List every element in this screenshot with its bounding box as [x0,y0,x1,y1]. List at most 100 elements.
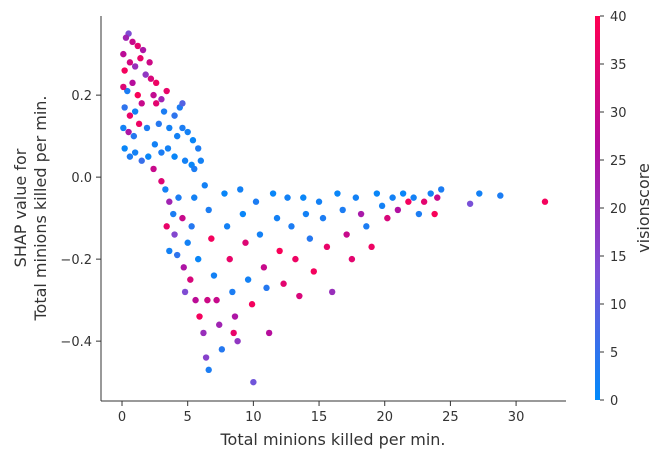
data-point [173,132,181,140]
data-point [173,251,181,259]
data-point [122,34,130,41]
data-point [120,83,127,91]
data-point [126,153,134,160]
x-tick-label: 25 [442,410,459,425]
data-point [158,178,165,185]
data-point [221,190,228,197]
data-point [170,210,177,218]
data-point [288,223,295,230]
data-point [208,235,215,242]
data-point [120,124,127,132]
data-point [205,206,212,214]
data-point [188,223,195,230]
data-point [171,153,178,160]
colorbar-tick-label: 40 [610,10,627,25]
data-point [339,206,346,214]
data-point [179,100,186,107]
data-point [213,296,220,304]
data-point [131,149,139,156]
x-tick-label: 15 [311,410,328,425]
data-point [129,79,136,87]
data-point [151,141,159,148]
data-point [129,38,136,46]
data-point [292,255,299,263]
colorbar-tick-label: 5 [610,346,618,361]
data-point [334,190,341,197]
data-point [120,50,127,58]
scatter-points [120,30,549,386]
data-point [276,247,283,255]
data-point [230,329,237,337]
data-point [265,329,273,337]
data-point [126,59,134,66]
data-point [202,354,210,361]
data-point [434,194,441,201]
data-point [256,231,264,238]
data-point [260,264,268,271]
data-point [205,366,212,374]
data-point [166,198,173,205]
data-point [150,91,157,99]
data-point [269,190,277,197]
data-point [166,247,173,255]
data-point [181,157,189,164]
data-point [126,112,134,119]
data-point [218,346,226,353]
data-point [171,112,178,119]
data-point [476,190,483,197]
data-point [431,210,438,218]
data-point [162,186,169,193]
data-point [231,313,239,320]
x-tick-label: 20 [376,410,393,425]
data-point [134,91,141,99]
colorbar-tick-label: 35 [610,58,627,73]
data-point [357,210,365,218]
data-point [164,145,172,152]
data-point [130,132,138,140]
data-point [175,194,182,201]
data-point [319,214,327,222]
data-point [135,120,143,128]
data-point [138,157,145,164]
data-point [466,200,474,207]
data-point [497,192,504,199]
data-point [179,124,186,132]
data-point [197,157,205,164]
data-point [368,243,375,251]
data-point [384,214,391,222]
y-ticks: −0.4 −0.2 0.0 0.2 [60,89,101,350]
data-point [541,198,549,205]
data-point [125,128,132,136]
data-point [163,223,170,230]
data-point [152,100,160,107]
data-point [302,210,310,218]
data-point [296,292,303,300]
data-point [420,198,428,205]
data-point [248,301,256,308]
data-point [192,296,199,304]
data-point [239,210,247,218]
data-point [378,202,386,210]
data-point [134,42,141,50]
colorbar-tick-label: 10 [610,298,627,313]
y-tick-label: −0.4 [60,335,92,350]
data-point [405,198,412,205]
data-point [142,71,149,78]
data-point [121,145,128,152]
data-point [131,108,139,115]
data-point [181,288,189,296]
colorbar [595,16,600,400]
data-point [121,67,128,74]
data-point [306,235,314,242]
data-point [280,280,287,287]
data-point [438,186,445,193]
data-point [234,337,241,345]
data-point [229,288,236,296]
y-axis-label-line2: Total minions killed per min. [31,95,50,321]
data-point [145,153,152,160]
data-point [124,87,131,95]
data-point [373,190,381,197]
colorbar-tick-label: 20 [610,202,627,217]
data-point [137,55,144,62]
